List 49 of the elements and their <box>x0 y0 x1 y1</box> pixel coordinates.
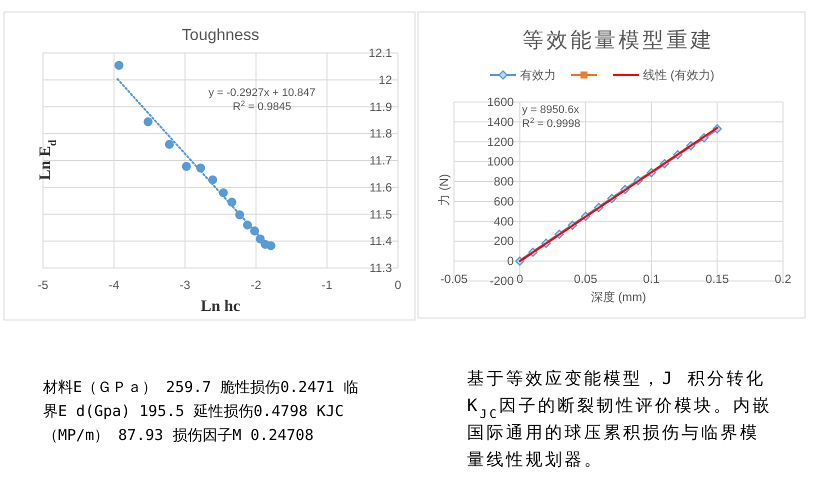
y-tick-label: 11.9 <box>370 100 392 114</box>
y-tick-label: 11.6 <box>370 180 392 194</box>
y-tick-label: 800 <box>494 174 514 189</box>
x-axis-title: 深度 (mm) <box>590 290 646 304</box>
x-tick-label: 0.2 <box>774 272 792 286</box>
y-tick-label: 12 <box>378 72 392 87</box>
text: K$_{JC}$因子的断裂韧性评价模块。内嵌 <box>467 396 772 421</box>
annotation: R$^{2}$ = 0.9998 <box>522 116 580 130</box>
x-tick-label: -0.05 <box>440 272 468 286</box>
annotation: y = 8950.6x <box>522 104 580 116</box>
y-tick-label: 1600 <box>487 95 514 109</box>
annotation: R$^{2}$ = 0.9845 <box>232 98 292 113</box>
chart-title: 等效能量模型重建 <box>522 29 714 52</box>
x-tick-label: -5 <box>38 278 49 292</box>
y-tick-label: 200 <box>494 234 514 248</box>
y-tick-label: 1000 <box>487 154 514 169</box>
annotation: y = -0.2927x + 10.847 <box>208 87 316 99</box>
y-tick-label: 1200 <box>487 134 514 149</box>
x-tick-label: -2 <box>250 278 262 292</box>
y-tick-label: 11.3 <box>370 261 392 275</box>
y-tick-label: 0 <box>507 254 514 268</box>
y-tick-label: 11.5 <box>370 207 392 222</box>
y-tick-label: 400 <box>494 214 514 228</box>
text: 材料E（ＧＰａ） 259.7 脆性损伤0.2471 临 <box>42 378 358 396</box>
text: 界E d(Gpa) 195.5 延性损伤0.4798 KJC <box>43 402 344 420</box>
text: 基于等效应变能模型，J 积分转化 <box>467 369 766 389</box>
chart-title: Toughness <box>182 27 260 44</box>
y-tick-label: 11.7 <box>370 154 392 168</box>
x-tick-label: 0 <box>516 272 524 286</box>
text: 量线性规划器。 <box>467 450 604 470</box>
x-tick-label: -4 <box>108 278 120 292</box>
x-tick-label: 0 <box>394 278 402 292</box>
x-tick-label: -1 <box>322 278 333 292</box>
y-tick-label: 11.4 <box>370 234 392 248</box>
y-tick-label: 600 <box>494 194 514 208</box>
text: （MP/m） 87.93 损伤因子M 0.24708 <box>43 426 314 444</box>
y-axis-title: 力 (N) <box>437 174 451 206</box>
x-tick-label: 0.1 <box>643 272 660 286</box>
y-tick-label: 12.1 <box>368 46 392 60</box>
text: 国际通用的球压累积损伤与临界模 <box>467 423 760 443</box>
legend-label: 线性 (有效力) <box>643 68 714 82</box>
x-tick-label: 0.05 <box>574 272 598 286</box>
y-tick-label: 11.8 <box>370 126 392 141</box>
x-axis-title: Ln hc <box>200 298 240 315</box>
y-tick-label: -200 <box>490 274 514 288</box>
x-tick-label: -3 <box>180 278 191 292</box>
x-tick-label: 0.15 <box>706 272 730 286</box>
legend-label: 有效力 <box>520 68 556 82</box>
y-tick-label: 1400 <box>487 114 514 129</box>
